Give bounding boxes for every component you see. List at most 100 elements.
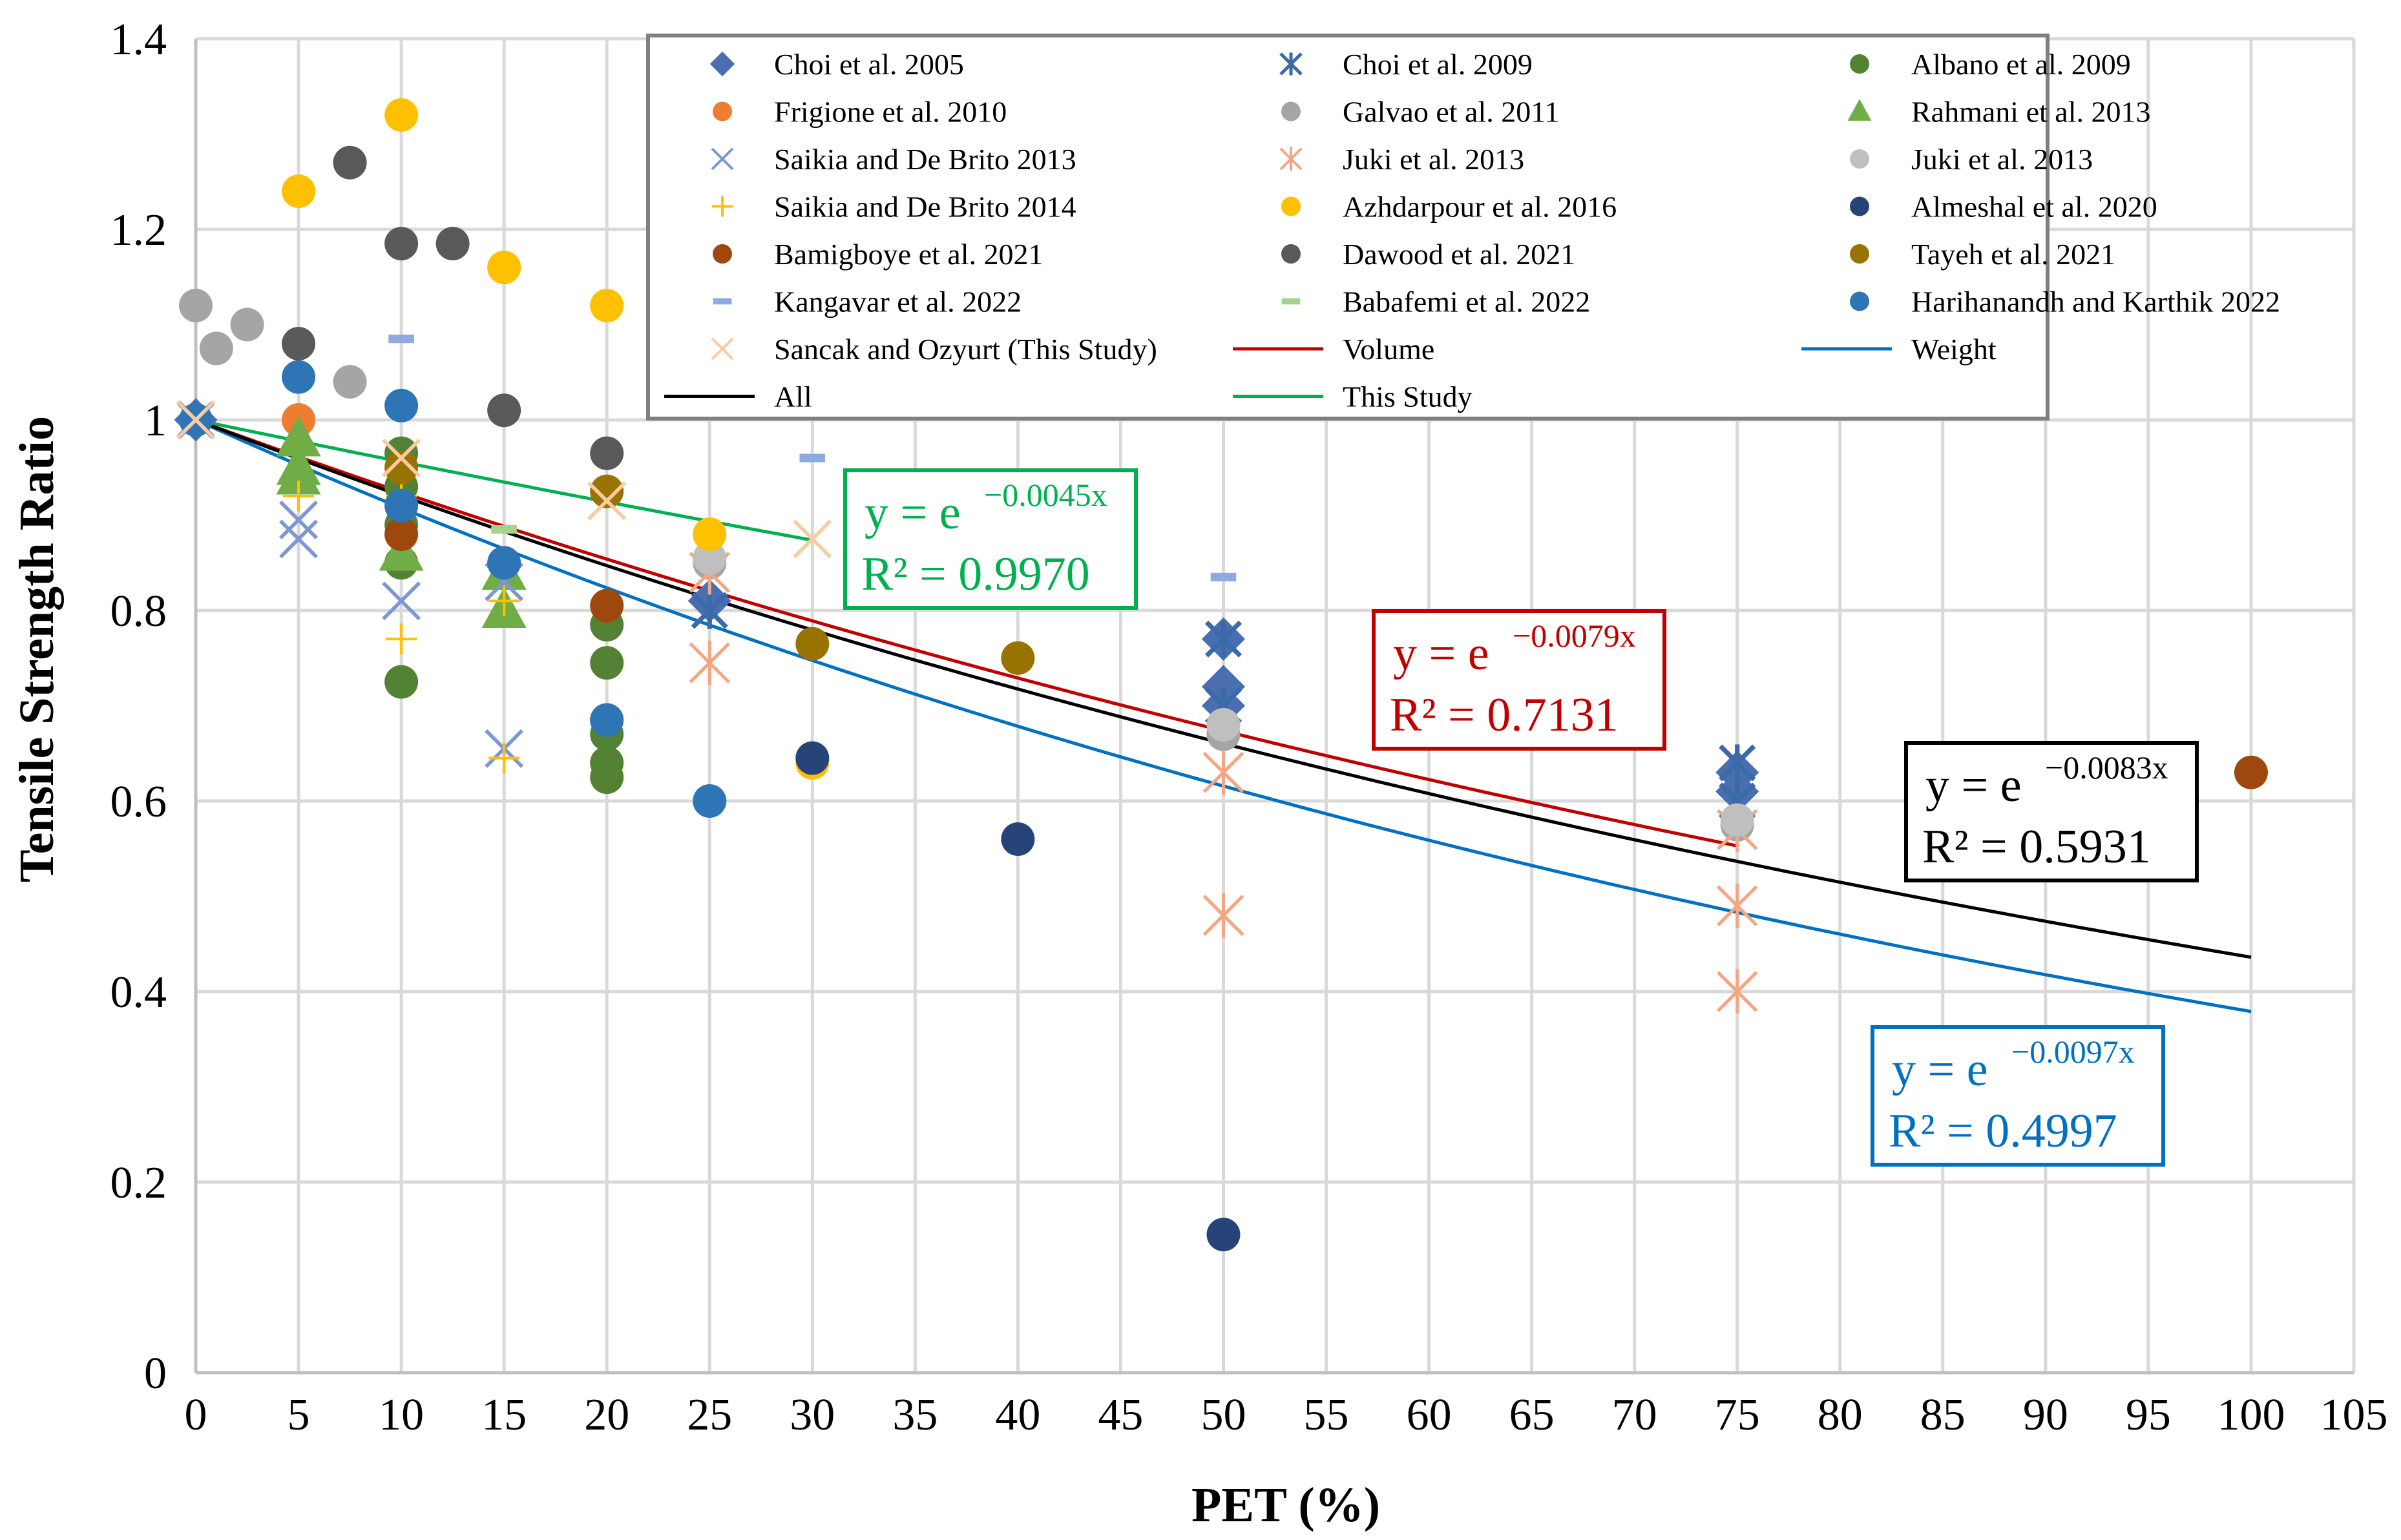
data-point — [1001, 641, 1035, 675]
legend-label: Dawood et al. 2021 — [1343, 238, 1575, 271]
legend-entry: Choi et al. 2009 — [1279, 48, 1533, 81]
y-tick-label: 0.2 — [110, 1158, 167, 1208]
data-point-shape — [487, 546, 521, 580]
legend-marker — [1850, 244, 1869, 264]
x-tick-label: 60 — [1407, 1390, 1452, 1440]
legend-label: Galvao et al. 2011 — [1343, 96, 1560, 129]
data-point-shape — [488, 742, 520, 774]
legend-marker-shape — [711, 147, 734, 171]
data-point-shape — [1001, 641, 1035, 675]
legend-marker — [1281, 298, 1301, 305]
legend-label: Tayeh et al. 2021 — [1911, 238, 2115, 271]
legend-entry: Frigione et al. 2010 — [713, 96, 1007, 129]
data-point — [384, 488, 419, 523]
data-point — [488, 585, 520, 617]
legend-marker-shape — [1850, 291, 1869, 311]
data-point — [799, 453, 826, 463]
legend-entry: Harihanandh and Karthik 2022 — [1850, 286, 2280, 318]
legend-entry: This Study — [1233, 380, 1473, 413]
data-point — [1210, 572, 1237, 581]
data-point-shape — [1206, 708, 1241, 742]
data-point — [384, 98, 419, 132]
data-point-shape — [795, 741, 830, 775]
legend-entry: All — [664, 380, 812, 413]
data-point-shape — [279, 500, 319, 539]
series-18 — [176, 401, 832, 559]
series-5 — [276, 415, 527, 628]
data-point — [384, 388, 419, 422]
data-point — [1716, 969, 1758, 1014]
legend-marker-shape — [1279, 52, 1303, 76]
data-point-shape — [199, 331, 233, 366]
data-point — [1206, 708, 1241, 742]
data-point-shape — [487, 251, 521, 284]
x-axis-title: PET (%) — [1191, 1478, 1380, 1532]
legend-marker — [1281, 196, 1301, 216]
series-9 — [180, 404, 520, 774]
data-point-shape — [590, 289, 624, 322]
legend-label: Choi et al. 2005 — [774, 48, 964, 81]
data-point-shape — [1001, 822, 1035, 856]
data-point-shape — [384, 388, 419, 422]
legend-entry: Juki et al. 2013 — [1850, 143, 2093, 176]
legend-marker — [711, 147, 734, 171]
x-tick-label: 5 — [288, 1390, 310, 1440]
x-tick-label: 70 — [1612, 1390, 1657, 1440]
y-tick-label: 0.8 — [110, 587, 167, 636]
legend-label: Saikia and De Brito 2014 — [774, 191, 1076, 224]
legend-entry: Babafemi et al. 2022 — [1281, 286, 1590, 318]
x-tick-label: 80 — [1818, 1390, 1863, 1440]
data-point-shape — [799, 453, 826, 463]
data-point — [384, 450, 419, 484]
data-point — [279, 519, 319, 559]
legend-marker — [1850, 196, 1869, 216]
legend-marker — [709, 51, 735, 77]
data-point — [276, 415, 321, 457]
data-point-shape — [587, 481, 627, 521]
x-tick-label: 35 — [892, 1390, 938, 1440]
data-point — [199, 331, 233, 366]
y-axis-title: Tensile Strength Ratio — [10, 416, 64, 882]
data-points — [174, 98, 2268, 1252]
x-tick-label: 40 — [995, 1390, 1040, 1440]
data-point — [1001, 822, 1035, 856]
data-point — [795, 741, 830, 775]
data-point — [1202, 893, 1244, 938]
equation-box-frame — [1372, 609, 1666, 751]
legend-marker-shape — [711, 337, 734, 360]
equation-box-volume: y = e −0.0079x R² = 0.7131 — [1372, 609, 1666, 751]
equation-text: y = e — [865, 486, 961, 539]
legend-marker-shape — [713, 298, 732, 305]
data-point — [384, 227, 419, 261]
y-tick-label: 0 — [144, 1349, 167, 1399]
data-point — [283, 481, 315, 512]
data-point-shape — [176, 401, 215, 439]
x-tick-label: 90 — [2023, 1390, 2068, 1440]
equation-box-frame — [1904, 741, 2199, 882]
legend-marker-shape — [1279, 147, 1303, 171]
legend-entry: Saikia and De Brito 2014 — [712, 191, 1076, 224]
data-point — [276, 453, 321, 495]
series-14 — [384, 450, 1035, 675]
legend-label: All — [774, 380, 812, 413]
legend-entry: Tayeh et al. 2021 — [1850, 238, 2115, 271]
data-point-shape — [2234, 755, 2268, 789]
equation-box-weight: y = e −0.0097x R² = 0.4997 — [1871, 1025, 2165, 1167]
data-point-shape — [384, 517, 419, 551]
data-point — [691, 592, 728, 629]
data-point — [1720, 803, 1754, 837]
legend-entry: Weight — [1801, 333, 1997, 366]
data-point-shape — [1202, 893, 1244, 938]
data-point-shape — [384, 665, 419, 699]
x-tick-label: 10 — [379, 1390, 424, 1440]
axes — [194, 39, 2354, 1375]
y-tick-label: 1.4 — [110, 15, 167, 65]
data-point-shape — [386, 623, 417, 655]
legend-marker-shape — [1281, 196, 1301, 216]
x-tick-label: 15 — [481, 1390, 527, 1440]
legend-marker — [1279, 52, 1303, 76]
data-point — [1716, 883, 1758, 928]
data-point — [386, 623, 417, 655]
legend-entry: Saikia and De Brito 2013 — [711, 143, 1076, 176]
data-point — [176, 401, 215, 439]
